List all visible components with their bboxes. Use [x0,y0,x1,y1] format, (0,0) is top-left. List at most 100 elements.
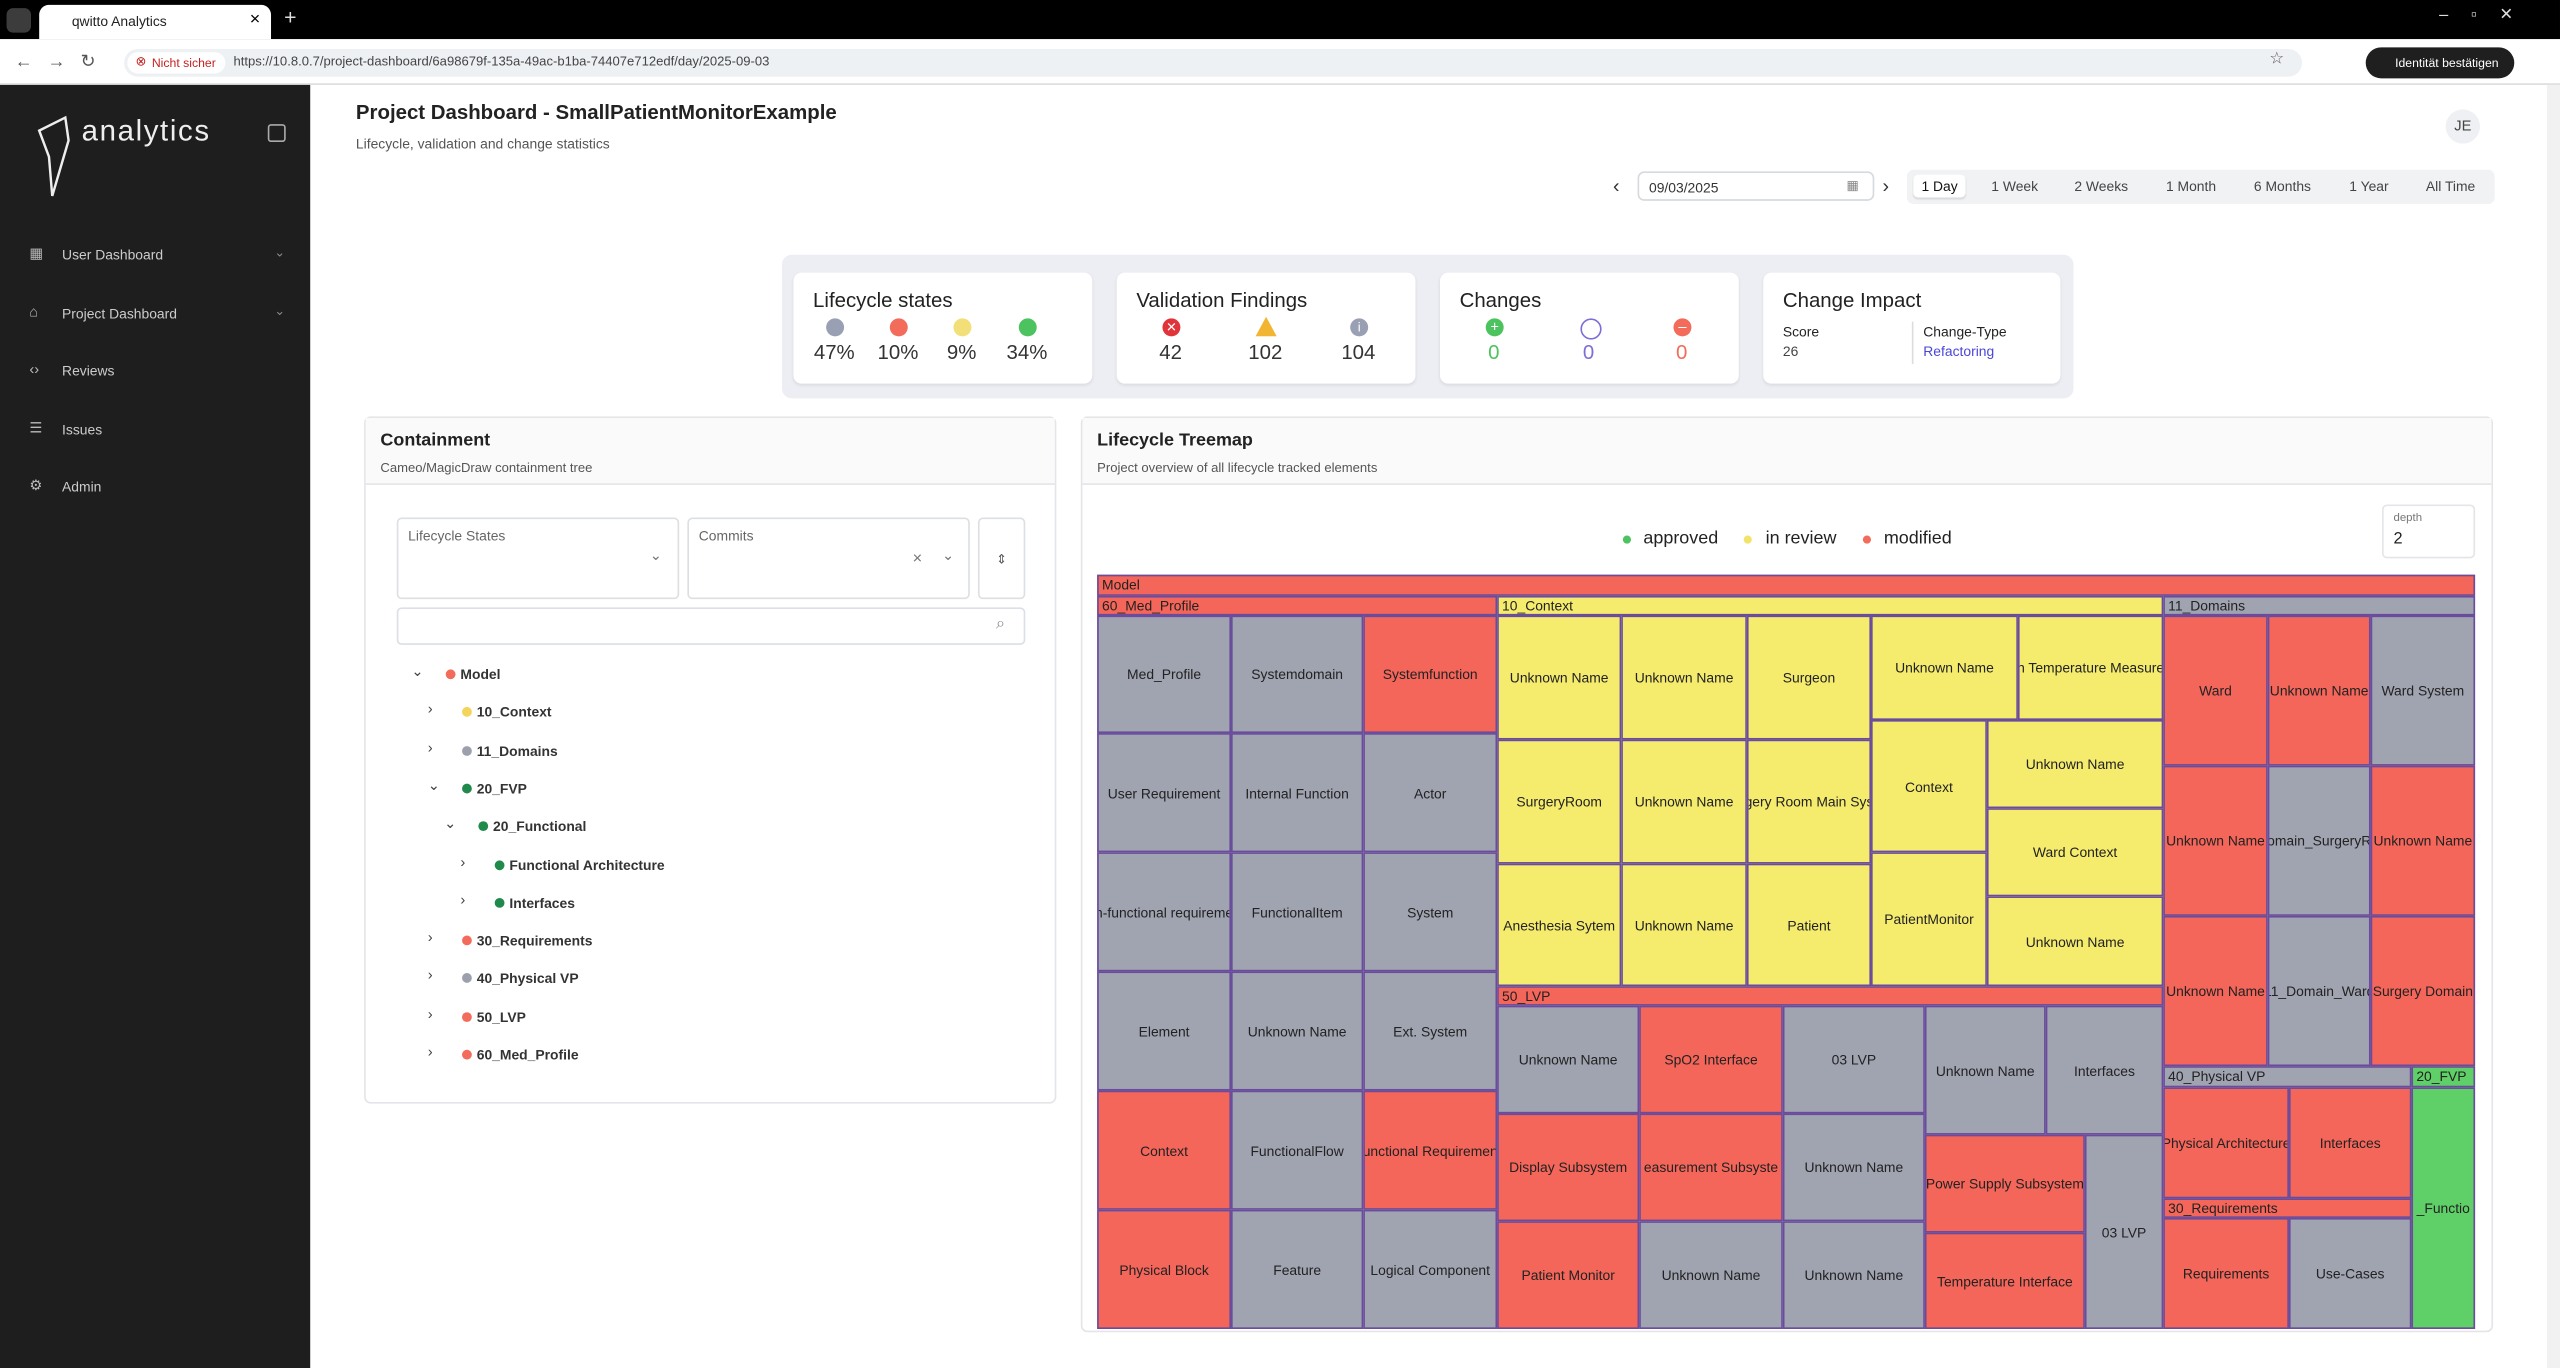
range-button[interactable]: 1 Week [1991,177,2039,195]
treemap-cell[interactable]: gery Room Main Sys [1746,739,1872,864]
treemap-group[interactable]: 11_Domains [2163,595,2476,616]
legend-item[interactable]: modified [1862,527,1952,550]
treemap-cell[interactable]: Internal Function [1231,733,1364,853]
treemap-cell[interactable]: 11_Domain_Ward [2267,915,2371,1067]
depth-input[interactable]: depth 2 [2382,504,2476,559]
treemap-cell[interactable]: Unknown Name [1986,896,2164,987]
tree-toggle[interactable]: › [427,967,433,984]
tree-toggle[interactable]: › [427,700,433,718]
tree-toggle[interactable]: › [427,1043,433,1060]
treemap-cell[interactable]: Unknown Name [1871,615,2018,720]
sidebar-toggle[interactable] [267,124,286,143]
treemap-cell[interactable]: Med_Profile [1097,615,1232,734]
identity-button[interactable]: Identität bestätigen [2365,47,2515,79]
treemap-cell[interactable]: Patient Monitor [1497,1221,1640,1329]
range-button[interactable]: All Time [2425,177,2476,195]
treemap-cell[interactable]: n Temperature Measure [2017,615,2164,720]
treemap-group[interactable]: 10_Context [1497,595,2164,616]
treemap-cell[interactable]: Temperature Interface [1924,1232,2085,1329]
treemap-group[interactable]: Model [1097,574,2476,596]
treemap-cell[interactable]: Ext. System [1363,971,1498,1091]
tree-label[interactable]: Functional Architecture [509,856,665,873]
treemap-cell[interactable]: Unknown Name [1782,1113,1925,1222]
treemap-cell[interactable]: System [1363,852,1498,972]
treemap-cell[interactable]: n-functional requireme [1097,852,1232,972]
treemap-cell[interactable]: omain_SurgeryR [2267,765,2371,916]
nav-buttons[interactable]: ← → ↻ [14,52,96,72]
treemap-cell[interactable]: easurement Subsyste [1639,1113,1783,1222]
tree-toggle[interactable]: › [427,738,433,756]
treemap-cell[interactable]: SpO2 Interface [1639,1005,1783,1114]
treemap-cell[interactable]: _Functio [2411,1087,2476,1329]
window-controls[interactable]: – ▫ ✕ [2439,6,2514,25]
next-date[interactable]: › [1882,174,1889,198]
legend-item[interactable]: approved [1622,527,1718,550]
treemap-cell[interactable]: Unknown Name [2163,765,2268,916]
tree-label[interactable]: 60_Med_Profile [476,1046,579,1063]
treemap-cell[interactable]: Use-Cases [2288,1217,2412,1329]
tree-toggle[interactable]: › [427,1005,433,1022]
treemap-cell[interactable]: Anesthesia Sytem [1497,863,1622,987]
treemap-cell[interactable]: Physical Block [1097,1209,1232,1329]
new-tab[interactable]: + [284,4,297,30]
treemap-cell[interactable]: Systemfunction [1363,615,1498,734]
treemap-cell[interactable]: Display Subsystem [1497,1113,1640,1222]
search-input[interactable]: ⌕ [396,607,1026,645]
treemap-cell[interactable]: Unknown Name [1986,719,2164,809]
treemap-cell[interactable]: Context [1871,719,1987,853]
collapse-button[interactable]: ⇕ [977,517,1026,600]
tab[interactable]: qwitto Analytics × [39,4,272,40]
tree-toggle[interactable]: ⌄ [427,776,441,794]
avatar[interactable]: JE [2445,109,2480,144]
treemap-cell[interactable]: unctional Requiremen [1363,1090,1498,1210]
tree-label[interactable]: Interfaces [509,894,575,911]
security-chip[interactable]: ⊗ Nicht sicher [127,52,226,74]
treemap-cell[interactable]: Unknown Name [1621,863,1747,987]
range-button[interactable]: 6 Months [2253,177,2311,195]
treemap-cell[interactable]: Interfaces [2288,1087,2412,1199]
treemap-cell[interactable]: FunctionalFlow [1231,1090,1364,1210]
tab-close[interactable]: × [249,9,261,30]
treemap-cell[interactable]: Unknown Name [1924,1005,2046,1135]
treemap-cell[interactable]: Physical Architecture [2163,1087,2289,1199]
treemap-cell[interactable]: Unknown Name [1497,615,1622,740]
treemap-cell[interactable]: Logical Component [1363,1209,1498,1329]
nav-item[interactable]: Reviews [62,362,115,379]
range-button[interactable]: 1 Day [1913,174,1966,198]
treemap-cell[interactable]: FunctionalItem [1231,852,1364,972]
treemap-cell[interactable]: Element [1097,971,1232,1091]
tab-menu[interactable] [6,8,32,33]
treemap-cell[interactable]: Unknown Name [1621,615,1747,740]
treemap-cell[interactable]: 03 LVP [1782,1005,1925,1114]
tree-label[interactable]: Model [460,666,501,683]
treemap-cell[interactable]: Power Supply Subsystem [1924,1134,2085,1233]
tree-label[interactable]: 50_LVP [476,1008,526,1025]
treemap-cell[interactable]: Ward Context [1986,808,2164,897]
filter-select[interactable]: Lifecycle States ⌄ [396,517,680,600]
tree-label[interactable]: 20_Functional [493,818,587,835]
treemap-cell[interactable]: Unknown Name [1231,971,1364,1091]
treemap-group[interactable]: 30_Requirements [2163,1198,2412,1218]
treemap-group[interactable]: 20_FVP [2411,1066,2476,1088]
treemap-cell[interactable]: Feature [1231,1209,1364,1329]
treemap-cell[interactable]: Ward System [2370,615,2476,766]
tree-toggle[interactable]: ⌄ [444,814,457,832]
treemap-cell[interactable]: Ward [2163,615,2268,766]
prev-date[interactable]: ‹ [1613,174,1620,198]
treemap-cell[interactable]: Context [1097,1090,1232,1210]
tree-toggle[interactable]: › [460,891,466,908]
legend-item[interactable]: in review [1744,527,1836,550]
range-button[interactable]: 1 Year [2349,177,2389,195]
treemap-cell[interactable]: Unknown Name [2370,765,2476,916]
nav-item[interactable]: Issues [62,420,103,437]
treemap-cell[interactable]: User Requirement [1097,733,1232,853]
treemap-group[interactable]: 50_LVP [1497,986,2164,1006]
treemap-cell[interactable]: Systemdomain [1231,615,1364,734]
treemap-cell[interactable]: Unknown Name [2267,615,2371,766]
tree-label[interactable]: 30_Requirements [476,932,593,949]
treemap-cell[interactable]: Unknown Name [1621,739,1747,864]
nav-item[interactable]: User Dashboard [62,246,164,263]
treemap-cell[interactable]: 03 LVP [2084,1134,2164,1329]
treemap-cell[interactable]: PatientMonitor [1871,852,1987,987]
tree-label[interactable]: 20_FVP [476,780,527,797]
